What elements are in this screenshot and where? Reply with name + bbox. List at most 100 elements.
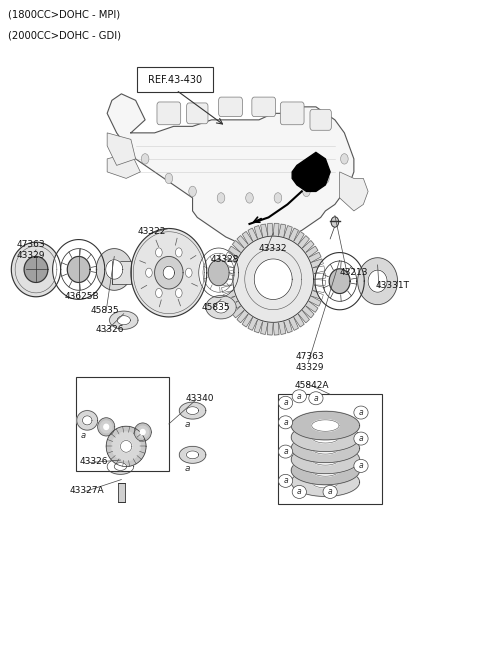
Text: a: a [185, 464, 191, 473]
Polygon shape [312, 432, 339, 443]
Text: 43213: 43213 [340, 268, 368, 277]
Polygon shape [117, 316, 131, 325]
Polygon shape [111, 429, 119, 437]
Polygon shape [358, 258, 397, 304]
Text: 43625B: 43625B [64, 293, 99, 301]
Polygon shape [99, 430, 103, 434]
Polygon shape [140, 440, 146, 446]
Polygon shape [134, 428, 138, 432]
Polygon shape [313, 279, 325, 285]
Polygon shape [223, 291, 236, 300]
Text: a: a [81, 431, 86, 440]
Polygon shape [292, 152, 330, 192]
Polygon shape [106, 260, 123, 279]
Polygon shape [97, 427, 101, 431]
Polygon shape [261, 224, 268, 237]
FancyBboxPatch shape [219, 97, 242, 117]
Polygon shape [305, 301, 318, 312]
Polygon shape [107, 418, 110, 422]
Polygon shape [222, 266, 234, 274]
Ellipse shape [278, 396, 293, 409]
Polygon shape [278, 321, 286, 335]
Polygon shape [312, 454, 339, 465]
Text: 45835: 45835 [202, 302, 231, 312]
Text: a: a [359, 408, 363, 417]
Polygon shape [228, 301, 241, 312]
Polygon shape [242, 314, 253, 327]
Polygon shape [308, 296, 321, 306]
Polygon shape [291, 411, 360, 440]
Text: a: a [185, 420, 191, 429]
Polygon shape [223, 259, 236, 268]
Polygon shape [136, 424, 140, 429]
Polygon shape [107, 94, 354, 243]
Bar [112, 261, 131, 285]
Polygon shape [312, 476, 339, 488]
Polygon shape [273, 322, 279, 335]
Polygon shape [102, 432, 106, 436]
Ellipse shape [292, 390, 306, 403]
Circle shape [156, 248, 162, 257]
Polygon shape [112, 432, 140, 461]
Polygon shape [221, 273, 233, 279]
Text: a: a [283, 447, 288, 456]
Polygon shape [288, 317, 299, 331]
Polygon shape [298, 310, 310, 323]
Polygon shape [140, 447, 146, 453]
Ellipse shape [354, 459, 368, 472]
Polygon shape [129, 459, 135, 466]
Polygon shape [284, 226, 292, 239]
Polygon shape [106, 432, 110, 436]
Circle shape [246, 193, 253, 203]
Text: 43322: 43322 [138, 227, 167, 236]
Polygon shape [368, 270, 387, 292]
Polygon shape [103, 418, 106, 422]
Polygon shape [123, 461, 129, 466]
Polygon shape [107, 152, 140, 178]
Polygon shape [248, 317, 258, 331]
Polygon shape [291, 423, 360, 451]
Text: a: a [283, 476, 288, 485]
Ellipse shape [292, 485, 306, 499]
Polygon shape [129, 426, 136, 434]
Polygon shape [145, 436, 150, 440]
Polygon shape [315, 253, 364, 310]
Polygon shape [99, 419, 103, 424]
Ellipse shape [354, 432, 368, 445]
Polygon shape [208, 260, 229, 286]
Polygon shape [131, 228, 207, 317]
Polygon shape [179, 446, 206, 463]
Polygon shape [134, 432, 138, 436]
Text: a: a [328, 487, 333, 497]
Polygon shape [108, 434, 115, 441]
Text: 43328: 43328 [210, 255, 239, 264]
Text: 43331T: 43331T [375, 281, 409, 290]
Polygon shape [67, 256, 90, 283]
Polygon shape [155, 256, 183, 289]
Polygon shape [214, 301, 228, 313]
Polygon shape [228, 246, 241, 258]
Polygon shape [206, 295, 236, 319]
Polygon shape [329, 269, 350, 293]
Polygon shape [233, 236, 313, 322]
Polygon shape [302, 241, 314, 253]
Text: 43326: 43326 [80, 457, 108, 466]
Polygon shape [133, 456, 141, 464]
Text: REF.43-430: REF.43-430 [148, 75, 202, 85]
Polygon shape [312, 266, 325, 274]
Text: 43332: 43332 [259, 244, 288, 253]
Polygon shape [308, 253, 321, 262]
Bar [278, 394, 383, 504]
Circle shape [302, 186, 310, 197]
Polygon shape [24, 256, 48, 283]
Text: 45835: 45835 [91, 306, 119, 315]
Polygon shape [291, 434, 360, 462]
Polygon shape [77, 411, 97, 430]
Circle shape [176, 248, 182, 257]
Polygon shape [298, 236, 310, 249]
Polygon shape [186, 451, 199, 459]
Bar [76, 377, 169, 471]
Polygon shape [148, 432, 151, 437]
Polygon shape [311, 259, 324, 268]
Polygon shape [163, 266, 175, 279]
